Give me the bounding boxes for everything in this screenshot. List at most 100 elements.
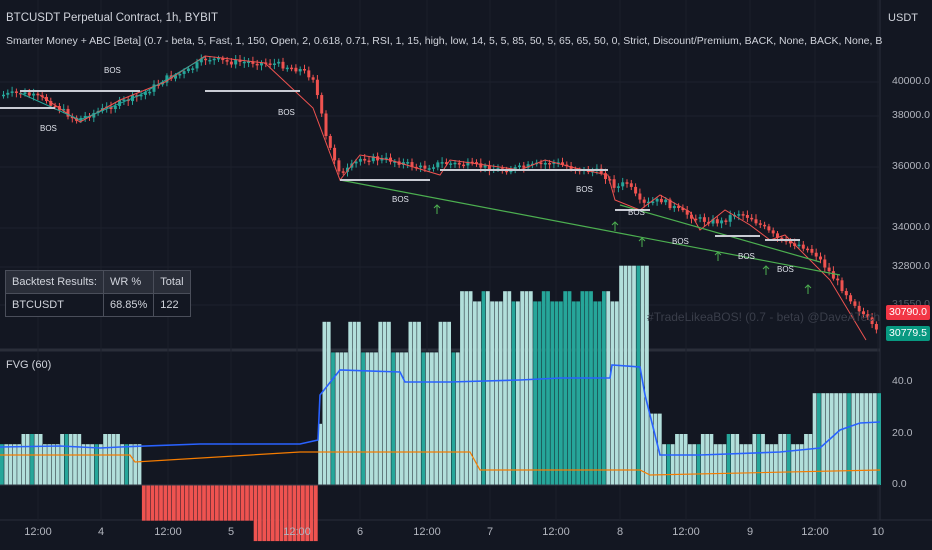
fvg-bar: [700, 434, 705, 485]
fvg-bar: [120, 444, 125, 485]
candle-body: [66, 108, 70, 117]
candle-body: [174, 75, 177, 79]
candle-body: [715, 219, 719, 224]
candle-body: [186, 68, 190, 72]
watermark: #TradeLikeaBOS! (0.7 - beta) @DaveATech: [647, 310, 880, 324]
fvg-bar: [25, 434, 30, 485]
fvg-bar: [51, 444, 56, 485]
fvg-bar: [520, 291, 525, 485]
fvg-bar: [494, 301, 499, 485]
fvg-bar: [417, 321, 421, 485]
up-arrow: [638, 237, 646, 242]
fvg-bar: [43, 444, 47, 485]
candle-body: [698, 217, 702, 219]
lower-band-line: [0, 451, 881, 476]
candle-body: [771, 230, 775, 234]
backtest-header: Total: [153, 270, 191, 294]
up-arrow: [762, 265, 770, 270]
fvg-bar: [860, 393, 864, 485]
fvg-bar: [434, 352, 439, 485]
candle-body: [109, 106, 113, 110]
candle-body: [672, 206, 676, 209]
fvg-bar: [567, 291, 572, 485]
indicator-tick: 0.0: [892, 478, 907, 490]
fvg-bar: [382, 321, 387, 485]
candle-body: [83, 115, 87, 118]
swing-line: [19, 56, 206, 121]
candle-body: [655, 198, 659, 202]
candle-body: [827, 267, 831, 272]
fvg-bar: [34, 434, 39, 485]
fvg-bar: [447, 321, 451, 485]
fvg-bar: [344, 352, 348, 485]
price-tick: 34000.0: [892, 221, 930, 233]
indicator-name[interactable]: FVG (60): [6, 359, 52, 371]
candle-body: [251, 61, 255, 64]
candle-body: [548, 163, 552, 165]
candle-body: [479, 163, 483, 168]
candle-body: [36, 93, 40, 96]
fvg-bar: [498, 301, 503, 485]
candle-body: [161, 82, 165, 85]
fvg-bar: [249, 485, 254, 521]
candle-body: [238, 59, 242, 62]
fvg-bar: [847, 393, 851, 485]
candle-body: [509, 170, 513, 173]
fvg-bar: [167, 485, 172, 521]
candle-body: [32, 93, 36, 96]
candle-body: [505, 170, 509, 173]
candle-body: [659, 198, 663, 203]
candle-body: [522, 165, 526, 168]
backtest-symbol: BTCUSDT: [5, 293, 104, 317]
fvg-bar: [683, 434, 688, 485]
fvg-bar: [649, 413, 654, 485]
fvg-bar: [176, 485, 181, 521]
fvg-bar: [318, 423, 322, 485]
candle-body: [53, 105, 57, 108]
time-tick: 12:00: [154, 526, 182, 538]
fvg-bar: [666, 444, 671, 485]
fvg-bar: [455, 352, 460, 485]
candle-body: [358, 158, 362, 162]
candle-body: [178, 73, 182, 76]
bos-label: BOS: [40, 124, 57, 133]
candle-body: [767, 226, 771, 231]
fvg-bar: [645, 265, 649, 485]
candle-body: [849, 295, 853, 302]
fvg-bar: [662, 444, 666, 485]
candle-body: [539, 162, 543, 165]
time-tick: 8: [616, 526, 624, 538]
candle-body: [337, 160, 341, 172]
candle-body: [823, 259, 827, 268]
candle-body: [333, 147, 337, 161]
fvg-bar: [189, 485, 193, 521]
candle-body: [341, 171, 345, 173]
fvg-bar: [154, 485, 159, 521]
fvg-bar: [602, 291, 606, 485]
swing-line: [39, 55, 867, 341]
fvg-bar: [752, 434, 757, 485]
fvg-bar: [395, 352, 400, 485]
fvg-bar: [774, 444, 778, 485]
candle-body: [139, 94, 143, 97]
up-arrow: [611, 221, 619, 226]
candle-body: [758, 223, 762, 225]
fvg-bar: [331, 352, 335, 485]
candle-body: [2, 94, 5, 97]
fvg-bar: [288, 485, 292, 542]
candle-body: [750, 217, 754, 220]
indicator-params[interactable]: Smarter Money + ABC [Beta] (0.7 - beta, …: [6, 35, 882, 47]
fvg-bar: [30, 434, 34, 485]
bos-label: BOS: [576, 185, 593, 194]
candle-body: [621, 182, 625, 187]
fvg-bar: [692, 444, 697, 485]
fvg-bar: [253, 485, 258, 542]
candle-body: [647, 201, 650, 204]
price-tick: 32800.0: [892, 260, 930, 272]
fvg-bar: [688, 444, 692, 485]
fvg-bar: [451, 352, 456, 485]
fvg-bar: [21, 434, 26, 485]
candle-body: [328, 136, 332, 148]
fvg-bar: [326, 321, 331, 485]
